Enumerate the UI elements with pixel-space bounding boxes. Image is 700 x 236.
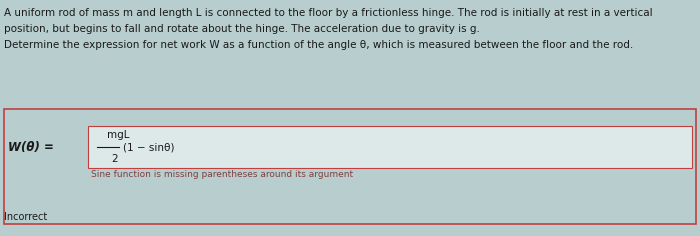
Text: (1 − sinθ): (1 − sinθ) [123,142,174,152]
Text: Incorrect: Incorrect [4,212,48,222]
Text: Determine the expression for net work W as a function of the angle θ, which is m: Determine the expression for net work W … [4,40,634,50]
Bar [88,126,692,168]
Text: 2: 2 [111,154,118,164]
Text: position, but begins to fall and rotate about the hinge. The acceleration due to: position, but begins to fall and rotate … [4,24,480,34]
Bar [4,109,696,224]
Text: A uniform rod of mass m and length L is connected to the floor by a frictionless: A uniform rod of mass m and length L is … [4,8,652,18]
Text: W(θ) =: W(θ) = [8,140,54,153]
Text: Sine function is missing parentheses around its argument: Sine function is missing parentheses aro… [91,170,353,179]
Text: mgL: mgL [107,130,130,140]
